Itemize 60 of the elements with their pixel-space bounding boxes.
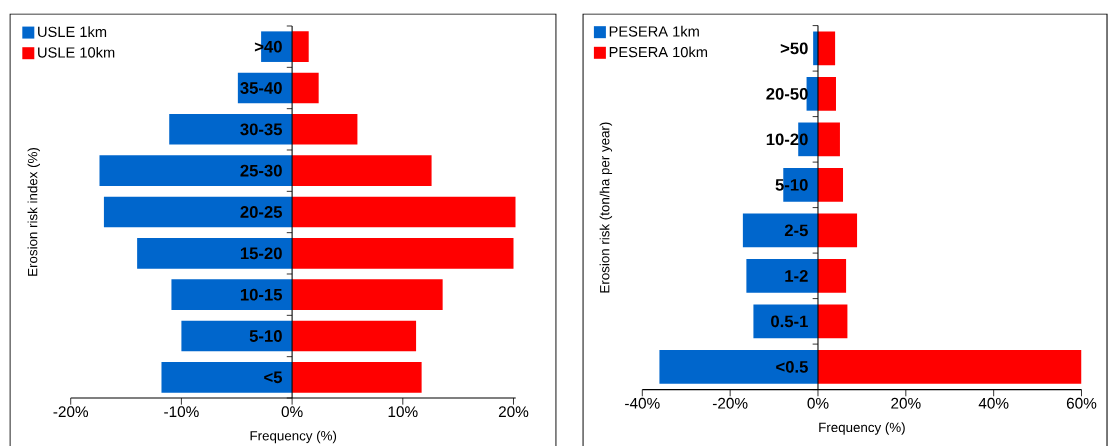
x-tick-label: 0%	[281, 406, 303, 418]
y-tick-label: 30-35	[240, 123, 283, 136]
bar	[161, 362, 293, 393]
bar	[817, 304, 848, 339]
bar	[137, 238, 293, 269]
x-tick-label: -40%	[625, 397, 660, 409]
bar	[103, 196, 293, 228]
y-tick-label: 35-40	[240, 82, 282, 94]
y-tick-label: 0.5-1	[771, 315, 808, 328]
x-axis-title: Frequency (%)	[819, 422, 905, 435]
bar	[292, 320, 417, 352]
bar	[169, 114, 293, 145]
bar	[817, 259, 847, 293]
x-tick-label: 20%	[498, 406, 529, 418]
bar	[292, 72, 319, 104]
y-tick-label: 1-2	[785, 270, 808, 282]
y-tick-label: >50	[780, 42, 808, 55]
x-tick-label: -20%	[53, 406, 89, 418]
y-axis-title: Erosion risk (ton/ha per year)	[599, 122, 613, 293]
y-tick-label: 20-25	[240, 206, 283, 218]
y-tick-label: 5-10	[249, 330, 282, 342]
bar	[817, 31, 836, 66]
bar	[817, 350, 1082, 384]
x-tick-label: 10%	[388, 406, 418, 418]
bar	[746, 259, 818, 293]
bar	[292, 362, 422, 393]
bar	[292, 31, 309, 62]
bar	[742, 213, 818, 248]
y-tick-label: <5	[264, 371, 283, 384]
y-tick-label: 2-5	[784, 224, 808, 237]
x-tick-label: 20%	[891, 397, 921, 409]
bar	[292, 279, 443, 310]
y-tick-label: 25-30	[240, 164, 282, 177]
bar	[181, 320, 293, 352]
bar	[171, 279, 293, 310]
bar	[753, 304, 818, 339]
legend-label: USLE 10km	[38, 46, 115, 58]
bar	[817, 77, 836, 111]
y-axis-title: Erosion risk index (%)	[27, 148, 40, 276]
y-tick-label: 15-20	[240, 247, 282, 260]
x-tick-label: 0%	[807, 397, 829, 409]
bar	[817, 168, 844, 202]
x-tick-label: -20%	[712, 397, 748, 409]
bar	[292, 238, 514, 269]
y-tick-label: 10-15	[240, 288, 283, 301]
x-tick-label: 40%	[978, 397, 1009, 409]
bar	[659, 350, 818, 384]
bar	[817, 122, 840, 157]
bar	[292, 155, 432, 186]
bar	[99, 155, 293, 186]
x-axis-title: Frequency (%)	[250, 430, 337, 444]
legend-label: PESERA 10km	[609, 46, 708, 58]
legend-label: PESERA 1km	[609, 25, 699, 37]
y-tick-label: <0.5	[776, 360, 808, 373]
bar	[817, 213, 858, 248]
bar	[292, 114, 358, 145]
legend-label: USLE 1km	[38, 26, 107, 38]
x-tick-label: 60%	[1066, 397, 1097, 409]
bar	[292, 196, 516, 228]
x-tick-label: -10%	[164, 406, 199, 418]
